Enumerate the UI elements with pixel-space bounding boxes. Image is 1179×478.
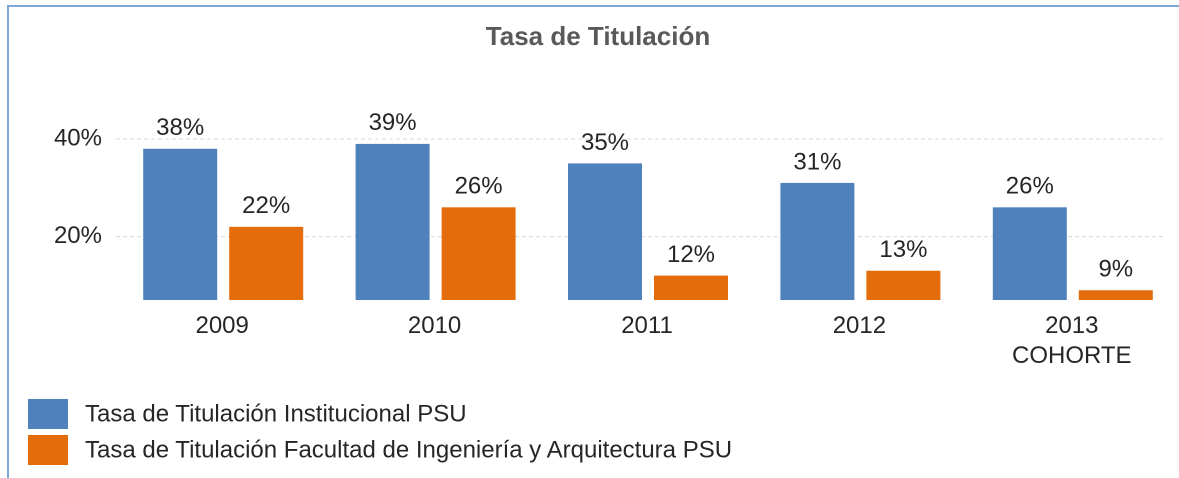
bar (780, 182, 855, 300)
bar (992, 207, 1067, 300)
value-label: 13% (879, 236, 927, 263)
bar (441, 207, 516, 300)
value-label: 35% (581, 129, 629, 156)
legend-label: Tasa de Titulación Institucional PSU (85, 400, 467, 427)
bar (568, 163, 642, 300)
value-label: 26% (1006, 173, 1054, 200)
y-tick-label: 20% (54, 222, 102, 249)
chart-title: Tasa de Titulación (486, 21, 710, 51)
value-label: 22% (242, 192, 290, 219)
x-tick-label: 2011 (621, 312, 673, 339)
legend-label: Tasa de Titulación Facultad de Ingenierí… (85, 436, 732, 463)
frame (7, 5, 1179, 478)
bar (355, 143, 430, 300)
value-label: 9% (1098, 256, 1133, 283)
value-label: 26% (455, 173, 503, 200)
bar (229, 226, 304, 300)
x-tick-label: 2010 (407, 312, 462, 339)
value-label: 38% (156, 114, 204, 141)
y-tick-label: 40% (54, 124, 102, 151)
value-label: 31% (793, 148, 841, 175)
x-tick-label: 2012 (832, 312, 887, 339)
legend-swatch (28, 435, 68, 465)
x-tick-label: 2009 (195, 312, 249, 339)
bar (654, 275, 728, 300)
bar (143, 148, 218, 300)
x-tick-label: 2013 COHORTE (1012, 312, 1132, 369)
bar (1078, 290, 1153, 300)
bar (866, 270, 941, 300)
legend-swatch (28, 399, 68, 429)
value-label: 12% (667, 241, 715, 268)
value-label: 39% (369, 109, 417, 136)
